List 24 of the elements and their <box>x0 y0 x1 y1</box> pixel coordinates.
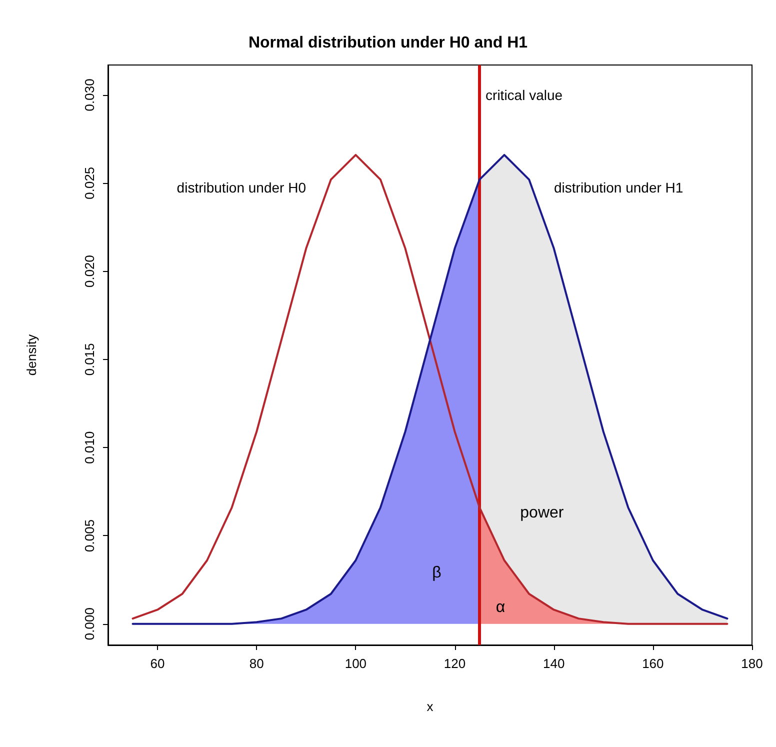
chart-title: Normal distribution under H0 and H1 <box>248 34 528 52</box>
x-tick-label: 100 <box>344 656 367 671</box>
series-label: distribution under H0 <box>176 180 306 196</box>
x-tick-label: 120 <box>444 656 466 671</box>
y-tick-label: 0.020 <box>82 254 97 288</box>
series-label: α <box>496 598 506 616</box>
y-tick-label: 0.000 <box>82 608 97 640</box>
x-tick-label: 60 <box>150 656 165 671</box>
ref-line-label: critical value <box>486 87 563 103</box>
y-axis-title: density <box>24 334 39 376</box>
series-label: distribution under H1 <box>554 180 684 196</box>
series-label: power <box>520 504 564 522</box>
x-tick-label: 80 <box>249 656 264 671</box>
y-tick-label: 0.015 <box>82 343 97 376</box>
series-label: β <box>432 564 442 582</box>
x-tick-label: 160 <box>642 656 664 671</box>
x-tick-label: 180 <box>741 656 763 671</box>
y-tick-label: 0.005 <box>82 519 97 552</box>
x-axis-title: x <box>426 699 434 714</box>
y-tick-label: 0.025 <box>82 166 97 200</box>
x-tick-label: 140 <box>542 656 565 671</box>
line-series <box>132 154 728 625</box>
y-tick-label: 0.030 <box>82 78 97 112</box>
y-tick-label: 0.010 <box>82 431 97 464</box>
